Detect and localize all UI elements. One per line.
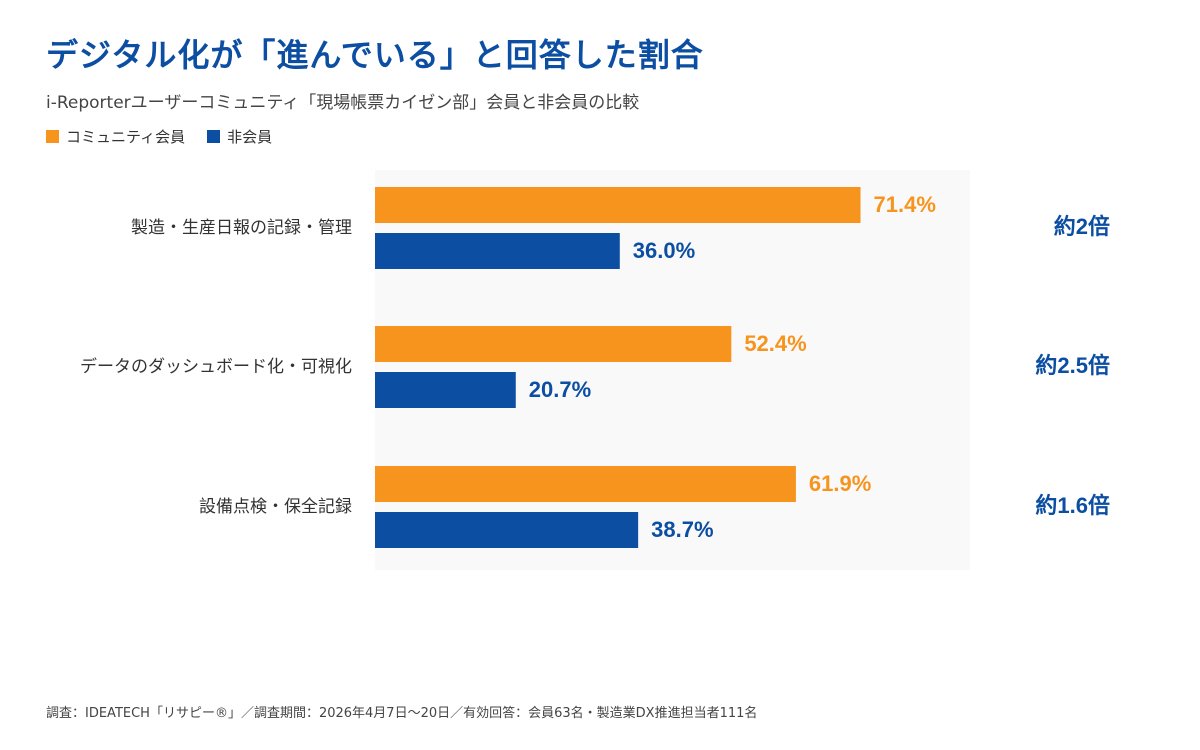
bar-nonmember (375, 233, 620, 269)
source-note: 調査：IDEATECH「リサピー®」／調査期間：2026年4月7日〜20日／有効… (46, 706, 758, 721)
legend: コミュニティ会員 非会員 (46, 126, 272, 147)
bar-nonmember (375, 372, 516, 408)
value-label-nonmember: 20.7% (529, 377, 591, 402)
bar-nonmember (375, 512, 639, 548)
legend-item-nonmember: 非会員 (207, 126, 272, 147)
bar-member (375, 466, 796, 502)
legend-swatch-nonmember (207, 130, 221, 143)
legend-label-member: コミュニティ会員 (66, 128, 186, 146)
ratio-annotation: 約1.6倍 (1035, 493, 1110, 518)
chart-subtitle: i-Reporterユーザーコミュニティ「現場帳票カイゼン部」会員と非会員の比較 (46, 93, 640, 113)
value-label-member: 61.9% (809, 471, 871, 496)
value-label-member: 71.4% (874, 192, 936, 217)
chart-title: デジタル化が「進んでいる」と回答した割合 (46, 36, 704, 74)
category-label: データのダッシュボード化・可視化 (80, 356, 352, 377)
bar-member (375, 326, 732, 362)
legend-swatch-member (46, 130, 59, 143)
value-label-member: 52.4% (744, 331, 806, 356)
bar-member (375, 187, 861, 223)
legend-label-nonmember: 非会員 (227, 128, 273, 146)
category-label: 製造・生産日報の記録・管理 (131, 218, 352, 238)
ratio-annotation: 約2.5倍 (1035, 353, 1110, 378)
category-label: 設備点検・保全記録 (199, 497, 352, 517)
ratio-annotation: 約2倍 (1054, 214, 1110, 239)
legend-item-member: コミュニティ会員 (46, 126, 185, 147)
value-label-nonmember: 38.7% (651, 517, 713, 542)
value-label-nonmember: 36.0% (633, 238, 695, 263)
